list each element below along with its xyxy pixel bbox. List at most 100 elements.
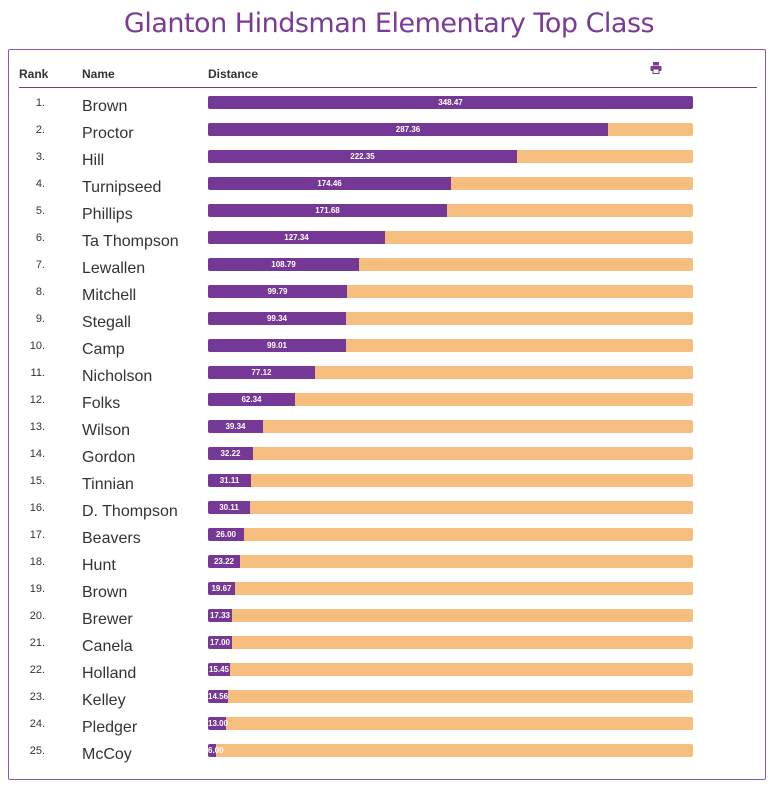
- name-cell: Folks: [82, 395, 121, 412]
- rank-cell: 15.: [29, 475, 45, 487]
- distance-bar-track: 17.33: [208, 609, 693, 622]
- name-cell: Brewer: [82, 611, 133, 628]
- distance-value-label: 30.11: [219, 503, 239, 512]
- distance-bar: [208, 636, 232, 649]
- name-cell: Stegall: [82, 314, 131, 331]
- distance-bar-track: 39.34: [208, 420, 693, 433]
- name-cell: McCoy: [82, 746, 132, 763]
- distance-bar-track: 23.22: [208, 555, 693, 568]
- distance-value-label: 99.01: [266, 341, 288, 350]
- distance-bar-track: 17.00: [208, 636, 693, 649]
- distance-bar: [208, 609, 232, 622]
- distance-bar: [208, 150, 517, 163]
- distance-bar: [208, 258, 359, 271]
- table-row: 5. Phillips 171.68: [9, 204, 767, 231]
- distance-value-label: 15.45: [208, 665, 230, 674]
- name-cell: Pledger: [82, 719, 138, 736]
- rank-cell: 20.: [29, 610, 45, 622]
- name-cell: Phillips: [82, 206, 133, 223]
- distance-bar-track: 99.34: [208, 312, 693, 325]
- distance-bar: [208, 339, 346, 352]
- name-cell: Kelley: [82, 692, 126, 709]
- distance-value-label: 32.22: [220, 449, 241, 458]
- rank-cell: 21.: [29, 637, 45, 649]
- rank-cell: 12.: [29, 394, 45, 406]
- rank-cell: 23.: [29, 691, 45, 703]
- table-row: 20. Brewer 17.33: [9, 609, 767, 636]
- distance-bar-track: 26.00: [208, 528, 693, 541]
- table-row: 22. Holland 15.45: [9, 663, 767, 690]
- distance-bar: [208, 420, 263, 433]
- rank-cell: 18.: [29, 556, 45, 568]
- rank-cell: 19.: [29, 583, 45, 595]
- table-row: 19. Brown 19.67: [9, 582, 767, 609]
- name-cell: Nicholson: [82, 368, 153, 385]
- distance-bar-track: 14.56: [208, 690, 693, 703]
- name-cell: Brown: [82, 98, 128, 115]
- distance-bar-track: 99.01: [208, 339, 693, 352]
- distance-bar-track: 30.11: [208, 501, 693, 514]
- distance-bar: [208, 501, 250, 514]
- rank-cell: 17.: [29, 529, 45, 541]
- name-cell: Brown: [82, 584, 128, 601]
- table-row: 24. Pledger 13.00: [9, 717, 767, 744]
- rank-cell: 7.: [35, 259, 45, 271]
- print-icon[interactable]: [649, 61, 663, 75]
- name-cell: Hunt: [82, 557, 116, 574]
- name-cell: Mitchell: [82, 287, 137, 304]
- distance-value-label: 108.79: [271, 260, 296, 269]
- table-row: 7. Lewallen 108.79: [9, 258, 767, 285]
- table-row: 10. Camp 99.01: [9, 339, 767, 366]
- distance-bar-track: 108.79: [208, 258, 693, 271]
- table-row: 23. Kelley 14.56: [9, 690, 767, 717]
- distance-bar-track: 287.36: [208, 123, 693, 136]
- table-row: 6. Ta Thompson 127.34: [9, 231, 767, 258]
- distance-bar: [208, 447, 253, 460]
- name-cell: D. Thompson: [82, 503, 178, 520]
- distance-bar: [208, 393, 295, 406]
- name-cell: Tinnian: [82, 476, 134, 493]
- distance-bar: [208, 96, 693, 109]
- table-row: 21. Canela 17.00: [9, 636, 767, 663]
- header-divider: [19, 87, 757, 88]
- rank-column-header: Rank: [19, 67, 49, 81]
- distance-value-label: 99.79: [267, 287, 288, 296]
- distance-bar: [208, 555, 240, 568]
- name-cell: Proctor: [82, 125, 134, 142]
- table-row: 25. McCoy 6.00: [9, 744, 767, 771]
- name-cell: Holland: [82, 665, 137, 682]
- table-row: 3. Hill 222.35: [9, 150, 767, 177]
- name-cell: Beavers: [82, 530, 141, 547]
- table-row: 2. Proctor 287.36: [9, 123, 767, 150]
- rank-cell: 8.: [35, 286, 45, 298]
- distance-bar: [208, 474, 251, 487]
- name-cell: Camp: [82, 341, 125, 358]
- table-row: 9. Stegall 99.34: [9, 312, 767, 339]
- name-cell: Canela: [82, 638, 133, 655]
- name-cell: Gordon: [82, 449, 136, 466]
- table-row: 18. Hunt 23.22: [9, 555, 767, 582]
- distance-value-label: 222.35: [350, 152, 375, 161]
- rank-cell: 10.: [29, 340, 45, 352]
- rank-cell: 24.: [29, 718, 45, 730]
- distance-value-label: 39.34: [225, 422, 246, 431]
- rank-cell: 4.: [35, 178, 45, 190]
- distance-bar-track: 6.00: [208, 744, 693, 757]
- table-row: 11. Nicholson 77.12: [9, 366, 767, 393]
- name-cell: Turnipseed: [82, 179, 162, 196]
- table-row: 17. Beavers 26.00: [9, 528, 767, 555]
- distance-bar-track: 31.11: [208, 474, 693, 487]
- distance-bar: [208, 663, 230, 676]
- distance-value-label: 26.00: [215, 530, 237, 539]
- table-row: 16. D. Thompson 30.11: [9, 501, 767, 528]
- distance-value-label: 17.00: [209, 638, 231, 647]
- leaderboard-panel: Rank Name Distance 1. Brown 348.47 2. Procto…: [8, 49, 766, 780]
- distance-bar-track: 19.67: [208, 582, 693, 595]
- distance-bar-track: 127.34: [208, 231, 693, 244]
- name-cell: Hill: [82, 152, 105, 169]
- rank-cell: 5.: [35, 205, 45, 217]
- table-row: 4. Turnipseed 174.46: [9, 177, 767, 204]
- distance-value-label: 287.36: [395, 125, 421, 134]
- distance-bar: [208, 123, 608, 136]
- distance-value-label: 348.47: [438, 98, 463, 107]
